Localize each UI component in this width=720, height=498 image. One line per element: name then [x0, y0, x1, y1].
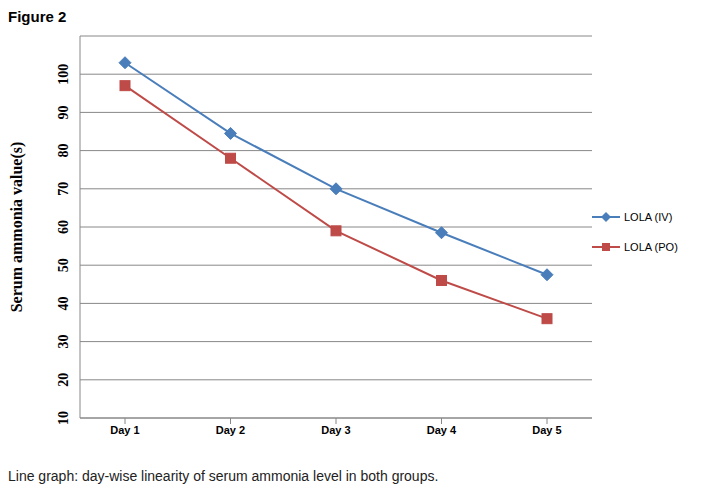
svg-text:Day 5: Day 5 — [532, 424, 561, 436]
svg-text:Day 1: Day 1 — [110, 424, 139, 436]
html-text:Figure 2: Figure 2 — [8, 8, 67, 25]
svg-text:80: 80 — [56, 144, 71, 158]
svg-text:90: 90 — [56, 105, 71, 119]
svg-text:Day 4: Day 4 — [427, 424, 457, 436]
svg-text:100: 100 — [56, 64, 71, 85]
svg-text:60: 60 — [56, 220, 71, 234]
html-text:Line graph: day-wise linearity: Line graph: day-wise linearity of serum … — [8, 468, 439, 484]
svg-text:40: 40 — [56, 296, 71, 310]
html-text:LOLA (PO): LOLA (PO) — [624, 241, 678, 253]
svg-text:Day 3: Day 3 — [321, 424, 350, 436]
svg-text:Day 2: Day 2 — [216, 424, 245, 436]
svg-text:50: 50 — [56, 258, 71, 272]
html-text:LOLA (IV): LOLA (IV) — [624, 211, 673, 223]
svg-text:20: 20 — [56, 373, 71, 387]
svg-text:10: 10 — [56, 411, 71, 425]
svg-text:30: 30 — [56, 335, 71, 349]
svg-text:Serum ammonia value(s): Serum ammonia value(s) — [8, 142, 26, 313]
svg-text:70: 70 — [56, 182, 71, 196]
